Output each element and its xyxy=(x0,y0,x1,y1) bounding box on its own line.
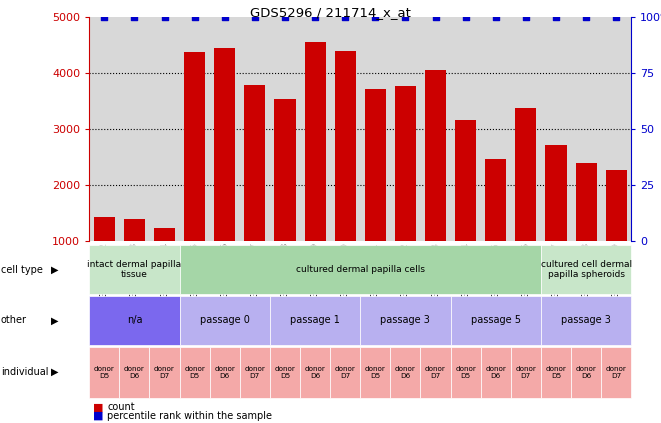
Point xyxy=(400,14,410,20)
Point xyxy=(460,14,471,20)
Bar xyxy=(485,159,506,297)
Text: ▶: ▶ xyxy=(51,367,59,377)
Bar xyxy=(605,170,627,297)
Bar xyxy=(516,108,536,297)
Text: donor
D7: donor D7 xyxy=(605,366,627,379)
Bar xyxy=(94,217,115,297)
Text: passage 3: passage 3 xyxy=(561,316,611,325)
Bar xyxy=(184,52,205,297)
Text: n/a: n/a xyxy=(127,316,142,325)
Bar xyxy=(124,219,145,297)
Text: count: count xyxy=(107,402,135,412)
Bar xyxy=(305,41,326,297)
Point xyxy=(370,14,381,20)
Bar xyxy=(245,85,266,297)
Text: donor
D7: donor D7 xyxy=(425,366,446,379)
Text: donor
D6: donor D6 xyxy=(395,366,416,379)
Text: individual: individual xyxy=(1,367,48,377)
Text: percentile rank within the sample: percentile rank within the sample xyxy=(107,411,272,421)
Text: other: other xyxy=(1,316,26,325)
Text: ▶: ▶ xyxy=(51,265,59,275)
Point xyxy=(551,14,561,20)
Text: donor
D5: donor D5 xyxy=(455,366,476,379)
Point xyxy=(159,14,170,20)
Point xyxy=(611,14,621,20)
Text: ▶: ▶ xyxy=(51,316,59,325)
Point xyxy=(430,14,441,20)
Text: cultured dermal papilla cells: cultured dermal papilla cells xyxy=(295,265,425,274)
Bar xyxy=(425,70,446,297)
Text: donor
D5: donor D5 xyxy=(94,366,115,379)
Bar xyxy=(395,86,416,297)
Text: passage 1: passage 1 xyxy=(290,316,340,325)
Text: ■: ■ xyxy=(93,411,103,421)
Text: donor
D7: donor D7 xyxy=(334,366,356,379)
Bar xyxy=(455,120,476,297)
Bar xyxy=(154,228,175,297)
Point xyxy=(490,14,501,20)
Bar xyxy=(365,89,386,297)
Bar xyxy=(334,51,356,297)
Text: donor
D7: donor D7 xyxy=(154,366,175,379)
Point xyxy=(99,14,110,20)
Bar xyxy=(545,145,566,297)
Text: donor
D6: donor D6 xyxy=(124,366,145,379)
Text: GDS5296 / 211714_x_at: GDS5296 / 211714_x_at xyxy=(250,6,411,19)
Text: passage 0: passage 0 xyxy=(200,316,250,325)
Text: donor
D5: donor D5 xyxy=(545,366,566,379)
Point xyxy=(189,14,200,20)
Text: passage 5: passage 5 xyxy=(471,316,521,325)
Bar xyxy=(274,99,295,297)
Text: donor
D5: donor D5 xyxy=(184,366,205,379)
Point xyxy=(219,14,230,20)
Point xyxy=(280,14,290,20)
Text: donor
D5: donor D5 xyxy=(274,366,295,379)
Text: cultured cell dermal
papilla spheroids: cultured cell dermal papilla spheroids xyxy=(541,260,632,279)
Text: donor
D7: donor D7 xyxy=(245,366,265,379)
Point xyxy=(129,14,139,20)
Bar xyxy=(576,163,597,297)
Text: ■: ■ xyxy=(93,402,103,412)
Point xyxy=(310,14,321,20)
Text: donor
D7: donor D7 xyxy=(516,366,536,379)
Text: donor
D5: donor D5 xyxy=(365,366,386,379)
Text: intact dermal papilla
tissue: intact dermal papilla tissue xyxy=(87,260,182,279)
Point xyxy=(581,14,592,20)
Bar xyxy=(214,48,235,297)
Text: donor
D6: donor D6 xyxy=(305,366,325,379)
Text: cell type: cell type xyxy=(1,265,42,275)
Text: donor
D6: donor D6 xyxy=(214,366,235,379)
Point xyxy=(250,14,260,20)
Text: donor
D6: donor D6 xyxy=(576,366,596,379)
Point xyxy=(521,14,531,20)
Point xyxy=(340,14,350,20)
Text: donor
D6: donor D6 xyxy=(485,366,506,379)
Text: passage 3: passage 3 xyxy=(381,316,430,325)
